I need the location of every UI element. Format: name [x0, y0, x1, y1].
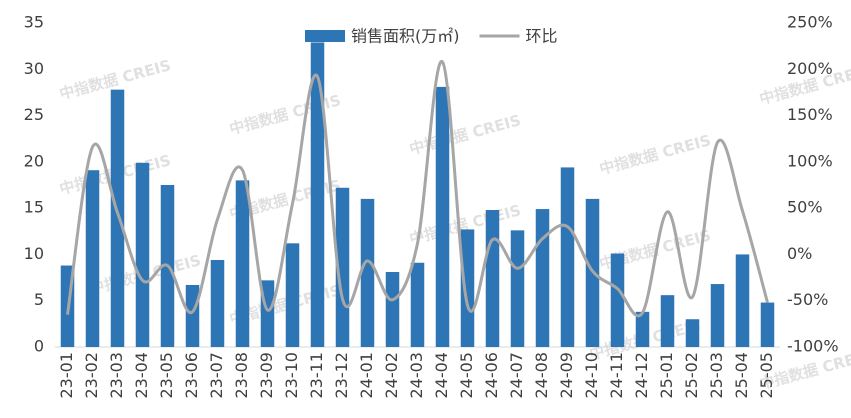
y2-tick-label: 250% [787, 13, 833, 32]
y-tick-label: 25 [24, 105, 44, 124]
bar [385, 272, 400, 347]
bar [535, 209, 550, 347]
x-tick-label: 23-03 [107, 352, 126, 399]
bar [135, 162, 150, 347]
x-tick-label: 24-01 [357, 352, 376, 399]
x-tick-label: 25-05 [757, 352, 776, 399]
x-tick-label: 24-11 [607, 352, 626, 399]
x-tick-label: 23-06 [182, 352, 201, 399]
y-tick-label: 0 [34, 337, 44, 356]
x-tick-label: 25-02 [682, 352, 701, 399]
y-tick-label: 35 [24, 13, 44, 32]
bar [735, 254, 750, 347]
bar [485, 209, 500, 347]
x-tick-label: 23-12 [332, 352, 351, 399]
x-tick-label: 23-02 [82, 352, 101, 399]
y2-tick-label: 100% [787, 151, 833, 170]
x-tick-label: 25-04 [732, 352, 751, 399]
bar [110, 89, 125, 347]
legend-label: 销售面积(万㎡) [351, 27, 460, 46]
legend-swatch [305, 30, 345, 42]
bar [185, 284, 200, 347]
y2-tick-label: 200% [787, 59, 833, 78]
bar [660, 295, 675, 347]
x-tick-label: 23-11 [307, 352, 326, 399]
y2-tick-label: 50% [787, 198, 823, 217]
x-tick-label: 25-03 [707, 352, 726, 399]
x-tick-label: 24-07 [507, 352, 526, 399]
x-tick-label: 24-12 [632, 352, 651, 399]
watermark: 中指数据 CREIS [598, 131, 713, 178]
x-tick-label: 25-01 [657, 352, 676, 399]
bar [435, 86, 450, 348]
x-tick-label: 24-05 [457, 352, 476, 399]
bar [610, 253, 625, 347]
y2-tick-label: -50% [787, 290, 828, 309]
x-tick-label: 23-10 [282, 352, 301, 399]
bar [85, 170, 100, 347]
bar [460, 229, 475, 347]
x-tick-label: 24-09 [557, 352, 576, 399]
x-tick-label: 24-08 [532, 352, 551, 399]
y-tick-label: 5 [34, 290, 44, 309]
watermark: 中指数据 CREIS [408, 111, 523, 158]
x-tick-label: 24-03 [407, 352, 426, 399]
bar [760, 302, 775, 347]
bar [710, 284, 725, 347]
x-tick-label: 23-04 [132, 352, 151, 399]
x-tick-label: 24-04 [432, 352, 451, 399]
x-tick-label: 24-10 [582, 352, 601, 399]
bar [210, 259, 225, 347]
legend-label: 环比 [526, 27, 558, 46]
y-tick-label: 20 [24, 151, 44, 170]
y-tick-label: 30 [24, 59, 44, 78]
bar [360, 198, 375, 347]
x-tick-label: 23-05 [157, 352, 176, 399]
bar [560, 167, 575, 347]
x-tick-label: 23-01 [57, 352, 76, 399]
y-tick-label: 10 [24, 244, 44, 263]
bar [285, 243, 300, 347]
x-tick-label: 24-06 [482, 352, 501, 399]
bar [635, 311, 650, 347]
bar [410, 262, 425, 347]
x-tick-label: 23-07 [207, 352, 226, 399]
bar [235, 180, 250, 347]
y2-tick-label: 150% [787, 105, 833, 124]
y2-tick-label: -100% [787, 337, 839, 356]
bar [310, 42, 325, 347]
bar [685, 319, 700, 347]
line [66, 60, 769, 318]
y-tick-label: 15 [24, 198, 44, 217]
x-tick-label: 23-08 [232, 352, 251, 399]
bar [510, 230, 525, 347]
x-tick-label: 23-09 [257, 352, 276, 399]
y2-tick-label: 0% [787, 244, 812, 263]
x-tick-label: 24-02 [382, 352, 401, 399]
